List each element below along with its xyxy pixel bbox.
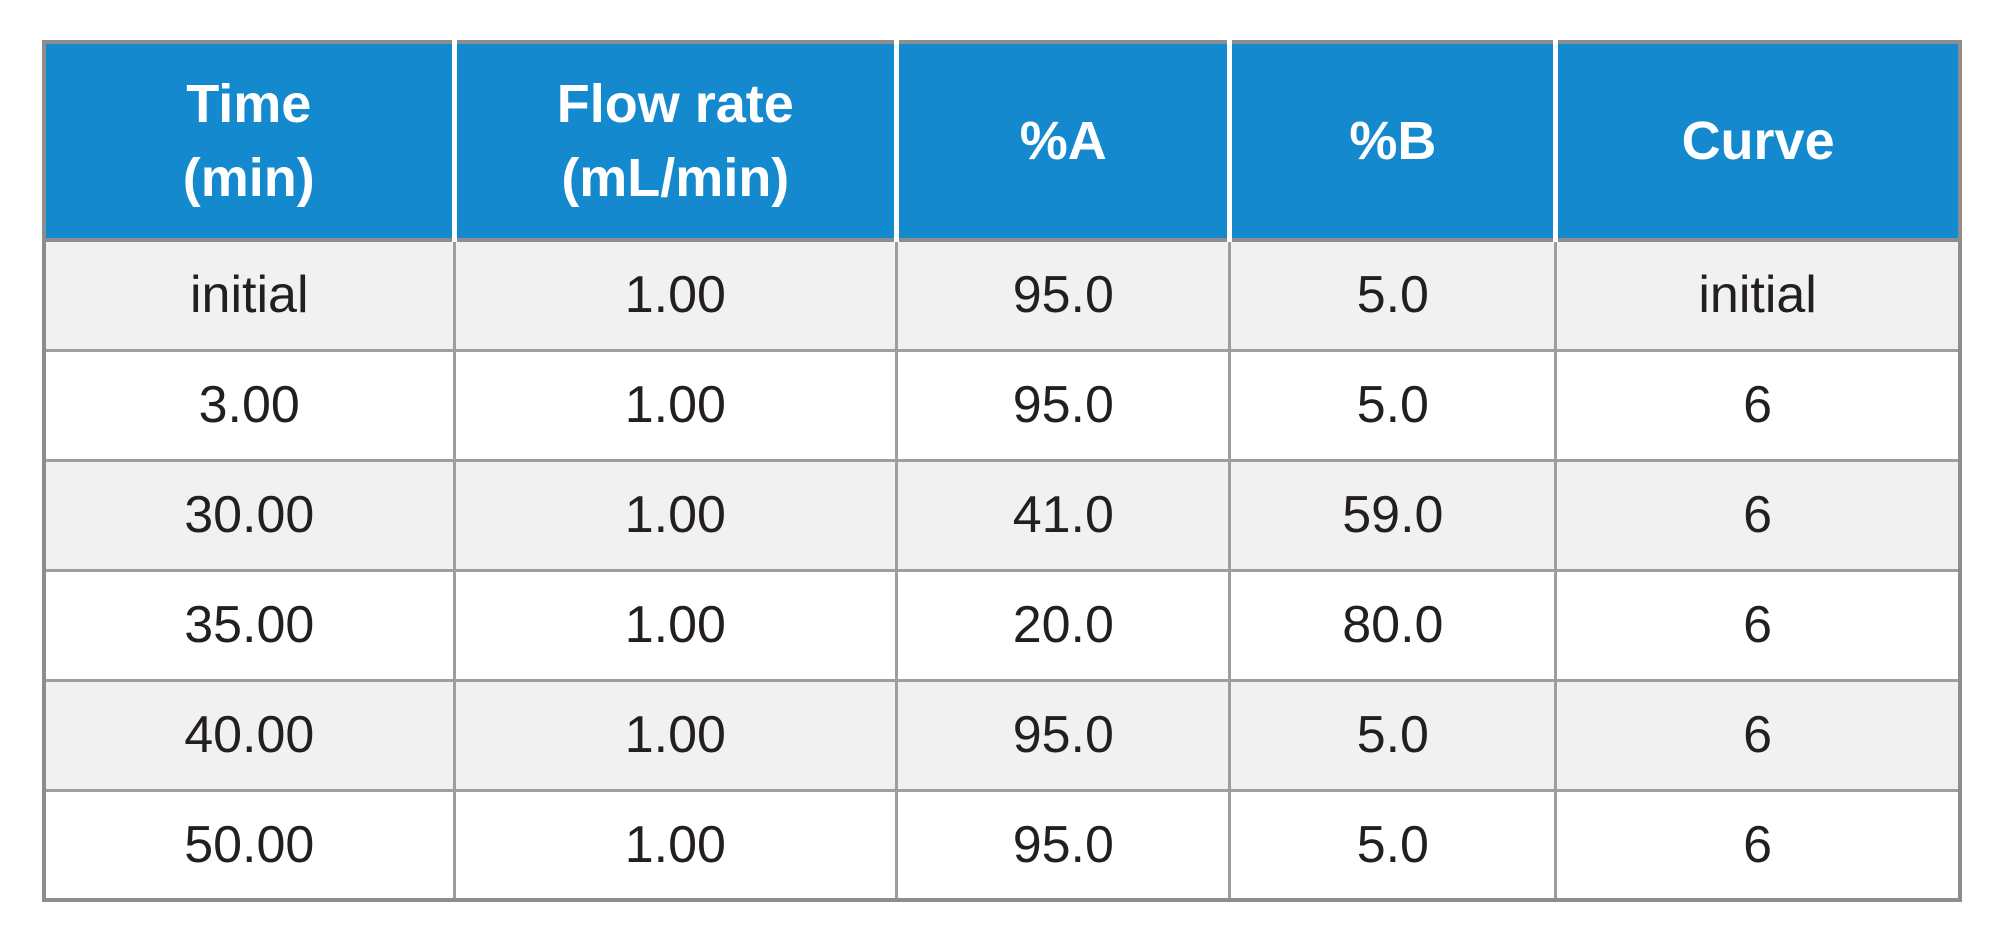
cell-time: 35.00 — [42, 568, 456, 682]
gradient-table-container: Time (min) Flow rate (mL/min) %A %B Curv… — [42, 40, 1962, 902]
cell-time: 30.00 — [42, 458, 456, 572]
cell-percent-a: 41.0 — [895, 458, 1232, 572]
cell-curve: 6 — [1554, 788, 1962, 902]
cell-flow-rate: 1.00 — [452, 238, 899, 352]
cell-flow-rate: 1.00 — [452, 788, 899, 902]
cell-curve: 6 — [1554, 348, 1962, 462]
table-row: initial 1.00 95.0 5.0 initial — [42, 238, 1962, 352]
cell-flow-rate: 1.00 — [452, 348, 899, 462]
table-body: initial 1.00 95.0 5.0 initial 3.00 1.00 … — [42, 238, 1962, 902]
cell-percent-b: 80.0 — [1228, 568, 1558, 682]
table-row: 3.00 1.00 95.0 5.0 6 — [42, 348, 1962, 462]
table-row: 40.00 1.00 95.0 5.0 6 — [42, 678, 1962, 792]
cell-percent-a: 95.0 — [895, 678, 1232, 792]
cell-flow-rate: 1.00 — [452, 678, 899, 792]
cell-percent-a: 20.0 — [895, 568, 1232, 682]
cell-percent-a: 95.0 — [895, 348, 1232, 462]
cell-flow-rate: 1.00 — [452, 568, 899, 682]
cell-percent-b: 5.0 — [1228, 678, 1558, 792]
cell-percent-b: 59.0 — [1228, 458, 1558, 572]
col-header-percent-b: %B — [1227, 42, 1556, 242]
table-row: 30.00 1.00 41.0 59.0 6 — [42, 458, 1962, 572]
cell-curve: 6 — [1554, 568, 1962, 682]
col-header-flow-rate: Flow rate (mL/min) — [451, 42, 897, 242]
table-row: 50.00 1.00 95.0 5.0 6 — [42, 788, 1962, 902]
cell-time: 50.00 — [42, 788, 456, 902]
cell-flow-rate: 1.00 — [452, 458, 899, 572]
cell-curve: 6 — [1554, 458, 1962, 572]
cell-percent-a: 95.0 — [895, 238, 1232, 352]
cell-curve: 6 — [1554, 678, 1962, 792]
col-header-time: Time (min) — [44, 42, 455, 242]
gradient-table: Time (min) Flow rate (mL/min) %A %B Curv… — [42, 40, 1962, 902]
table-header-row: Time (min) Flow rate (mL/min) %A %B Curv… — [44, 42, 1960, 242]
cell-percent-b: 5.0 — [1228, 238, 1558, 352]
cell-percent-b: 5.0 — [1228, 788, 1558, 902]
table-row: 35.00 1.00 20.0 80.0 6 — [42, 568, 1962, 682]
cell-curve: initial — [1554, 238, 1962, 352]
col-header-percent-a: %A — [894, 42, 1230, 242]
cell-percent-b: 5.0 — [1228, 348, 1558, 462]
cell-percent-a: 95.0 — [895, 788, 1232, 902]
cell-time: 3.00 — [42, 348, 456, 462]
cell-time: 40.00 — [42, 678, 456, 792]
col-header-curve: Curve — [1553, 42, 1960, 242]
cell-time: initial — [42, 238, 456, 352]
